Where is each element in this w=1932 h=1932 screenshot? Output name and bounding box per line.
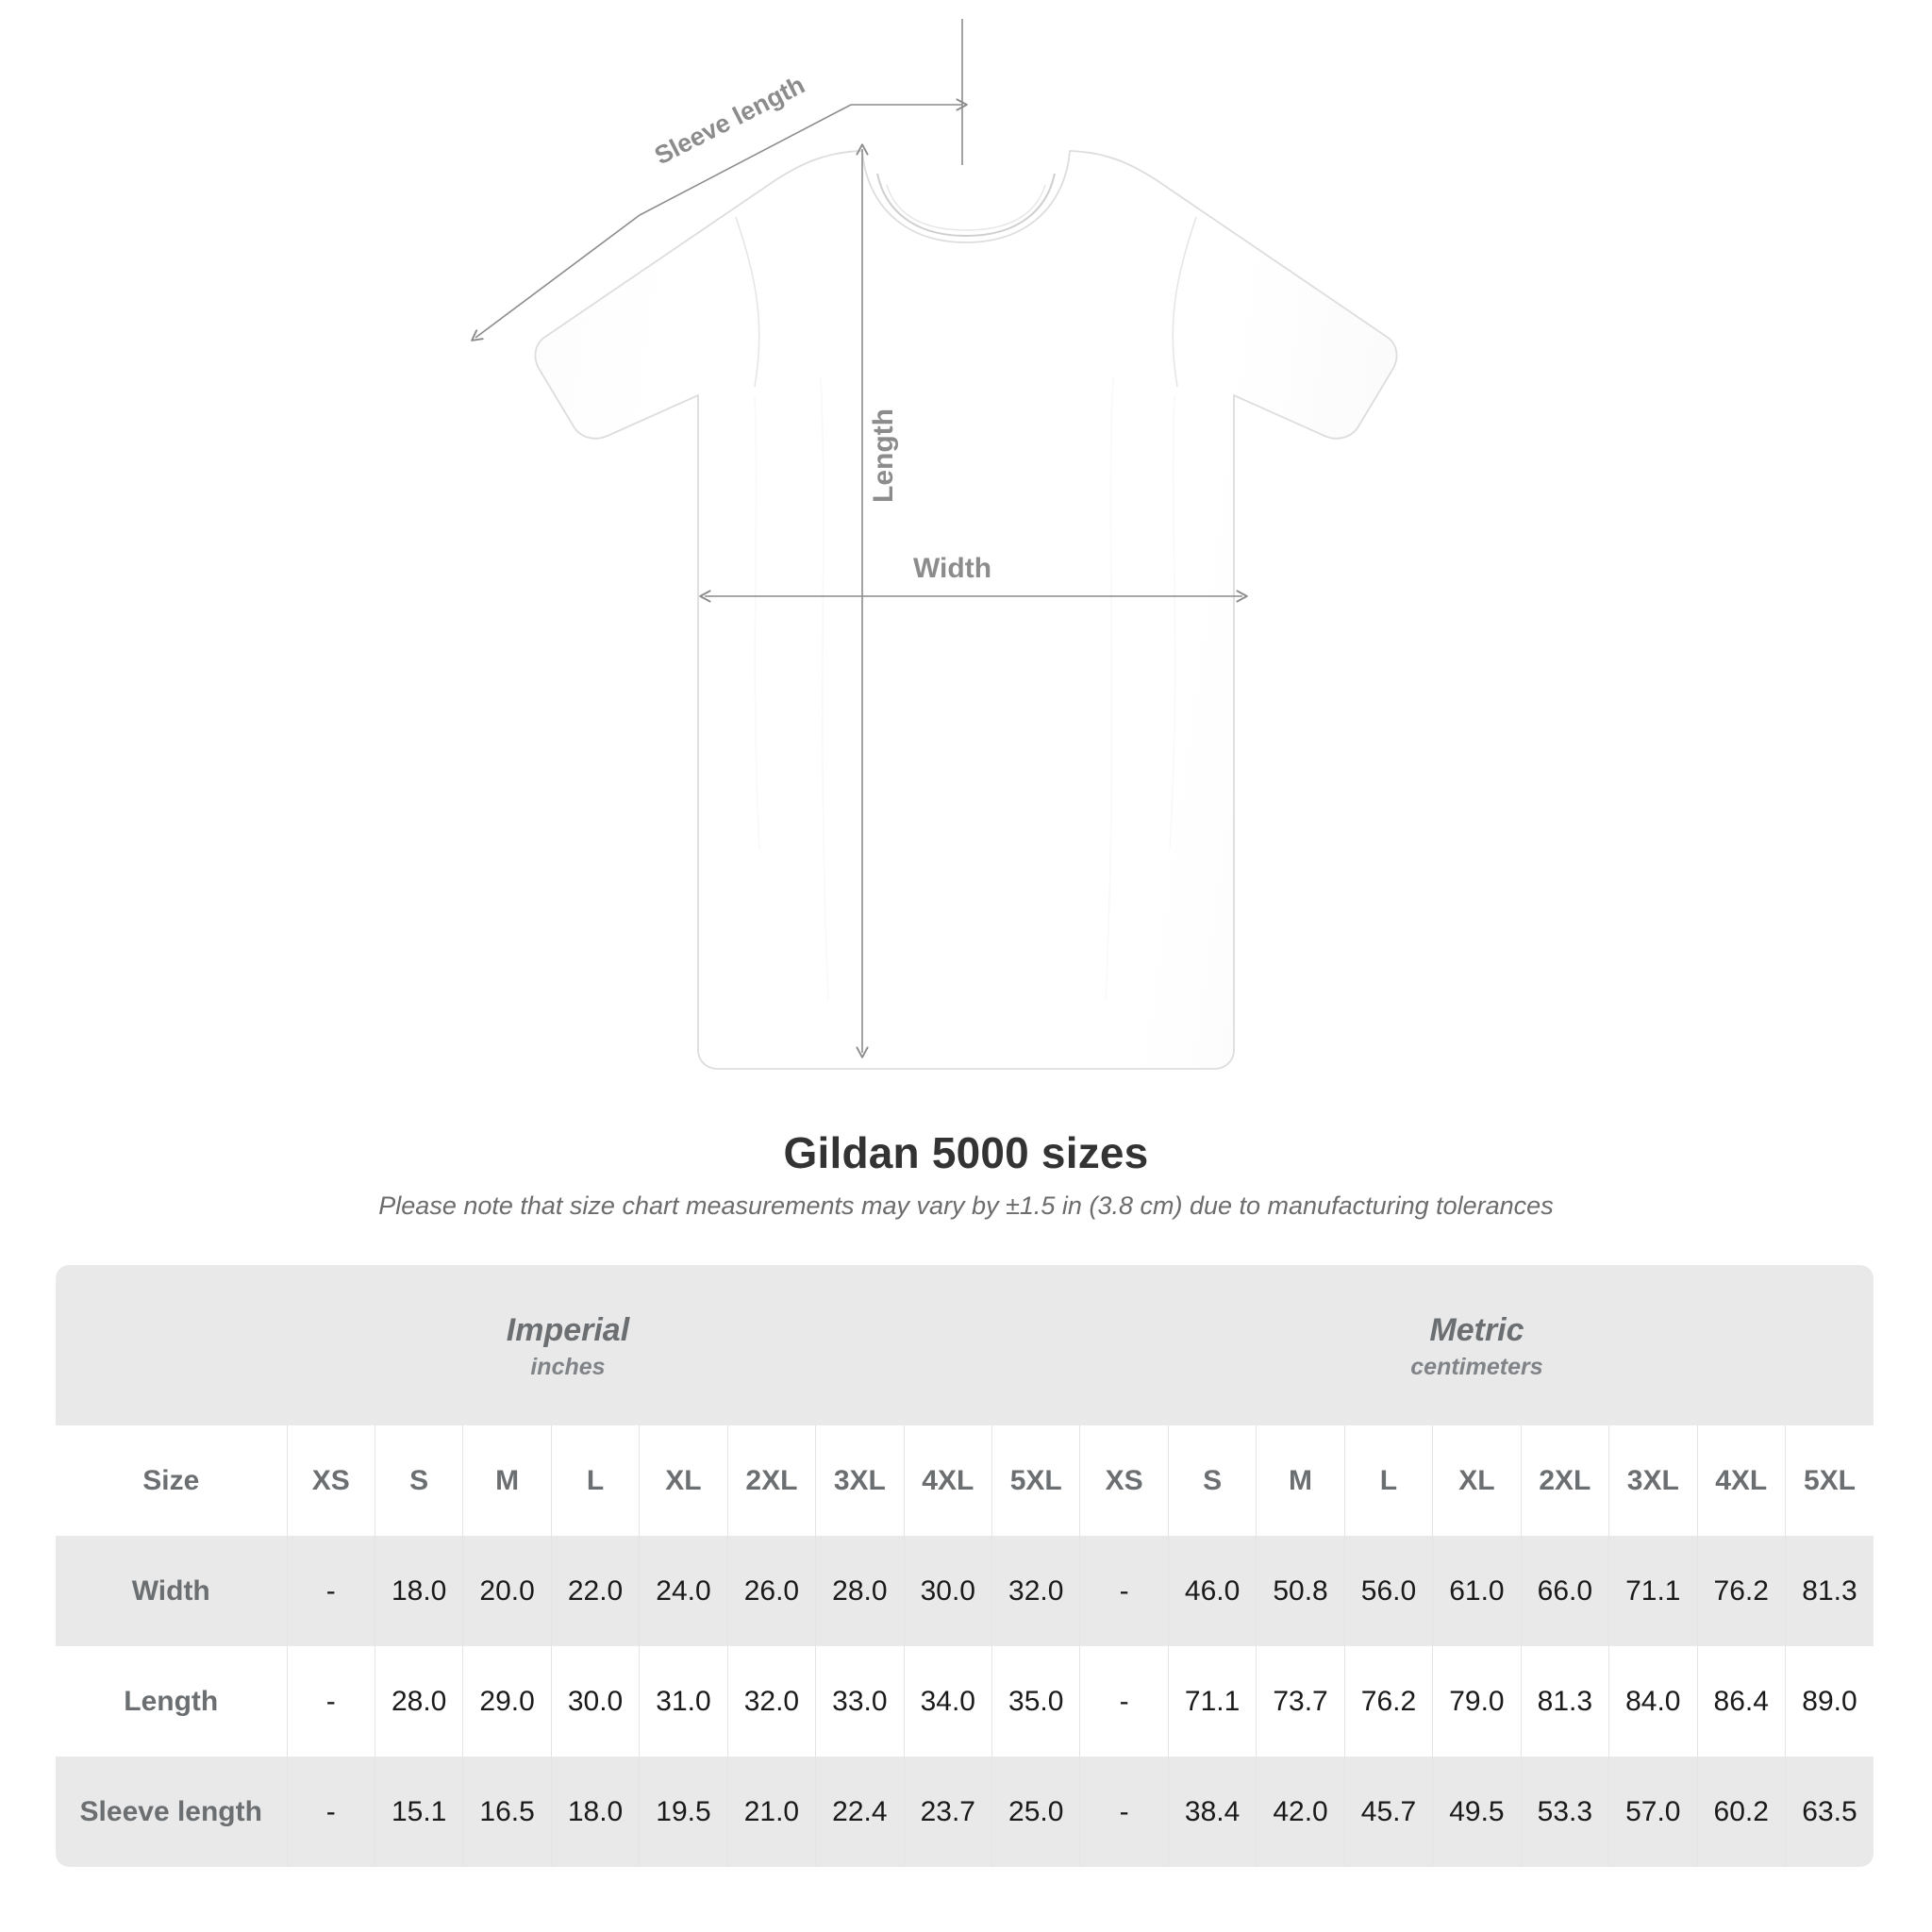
svg-text:Sleeve length: Sleeve length — [650, 71, 809, 171]
svg-text:Width: Width — [913, 553, 991, 584]
svg-text:Length: Length — [868, 408, 899, 503]
